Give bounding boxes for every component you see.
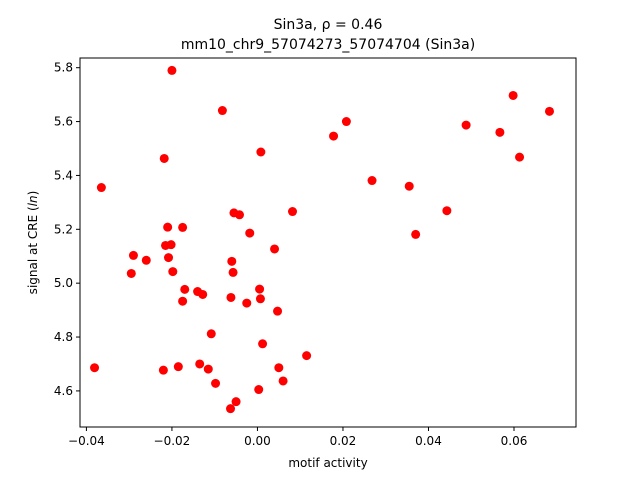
x-tick-label: 0.02 <box>330 434 357 448</box>
y-axis-label-prefix: signal at CRE ( <box>26 206 40 294</box>
data-point <box>255 294 265 304</box>
data-point <box>411 229 421 239</box>
data-point <box>255 284 265 294</box>
data-points <box>90 65 554 414</box>
data-point <box>126 268 136 278</box>
data-point <box>226 292 236 302</box>
data-point <box>515 152 525 162</box>
data-point <box>211 378 221 388</box>
x-tick-label: 0.06 <box>501 434 528 448</box>
data-point <box>256 147 266 157</box>
data-point <box>302 351 312 361</box>
data-point <box>227 256 237 266</box>
y-tick-label: 4.6 <box>54 384 73 398</box>
data-point <box>288 207 298 217</box>
data-point <box>96 183 106 193</box>
data-point <box>141 255 151 265</box>
y-tick-label: 4.8 <box>54 330 73 344</box>
data-point <box>158 365 168 375</box>
data-point <box>180 284 190 294</box>
chart-title-line1: Sin3a, ρ = 0.46 <box>274 17 383 33</box>
data-point <box>173 362 183 372</box>
data-point <box>231 397 241 407</box>
data-point <box>270 244 280 254</box>
y-tick-label: 5.8 <box>54 61 73 75</box>
data-point <box>442 206 452 216</box>
data-point <box>228 267 238 277</box>
x-tick-label: 0.00 <box>244 434 271 448</box>
x-axis-ticks: −0.04 −0.02 0.00 0.02 0.04 0.06 <box>68 427 527 448</box>
data-point <box>90 363 100 373</box>
data-point <box>367 176 377 186</box>
y-tick-label: 5.0 <box>54 276 73 290</box>
data-point <box>166 240 176 250</box>
data-point <box>495 127 505 137</box>
data-point <box>242 298 252 308</box>
y-axis-label-suffix: ) <box>26 191 40 196</box>
y-axis-label-italic: ln <box>26 195 40 206</box>
x-axis-label: motif activity <box>288 456 367 470</box>
data-point <box>254 385 264 395</box>
data-point <box>274 363 284 373</box>
x-tick-label: −0.04 <box>68 434 105 448</box>
data-point <box>341 117 351 127</box>
data-point <box>508 90 518 100</box>
data-point <box>195 359 205 369</box>
data-point <box>461 120 471 130</box>
data-point <box>128 250 138 260</box>
data-point <box>217 106 227 116</box>
data-point <box>203 364 213 374</box>
data-point <box>278 376 288 386</box>
data-point <box>164 253 174 263</box>
data-point <box>226 404 236 414</box>
x-tick-label: 0.04 <box>415 434 442 448</box>
data-point <box>178 296 188 306</box>
data-point <box>198 289 208 299</box>
data-point <box>159 153 169 163</box>
data-point <box>329 131 339 141</box>
data-point <box>206 329 216 339</box>
data-point <box>167 65 177 75</box>
y-tick-label: 5.4 <box>54 168 73 182</box>
data-point <box>234 210 244 220</box>
plot-frame <box>79 57 577 428</box>
x-tick-label: −0.02 <box>154 434 191 448</box>
chart-title-line2: mm10_chr9_57074273_57074704 (Sin3a) <box>181 37 475 53</box>
data-point <box>178 222 188 232</box>
data-point <box>544 106 554 116</box>
data-point <box>273 306 283 316</box>
data-point <box>258 339 268 349</box>
y-axis-label: signal at CRE (ln) <box>26 191 40 295</box>
data-point <box>168 267 178 277</box>
data-point <box>404 181 414 191</box>
y-tick-label: 5.6 <box>54 115 73 129</box>
y-tick-label: 5.2 <box>54 222 73 236</box>
y-axis-ticks: 4.6 4.8 5.0 5.2 5.4 5.6 5.8 <box>54 61 80 398</box>
data-point <box>163 222 173 232</box>
data-point <box>245 228 255 238</box>
